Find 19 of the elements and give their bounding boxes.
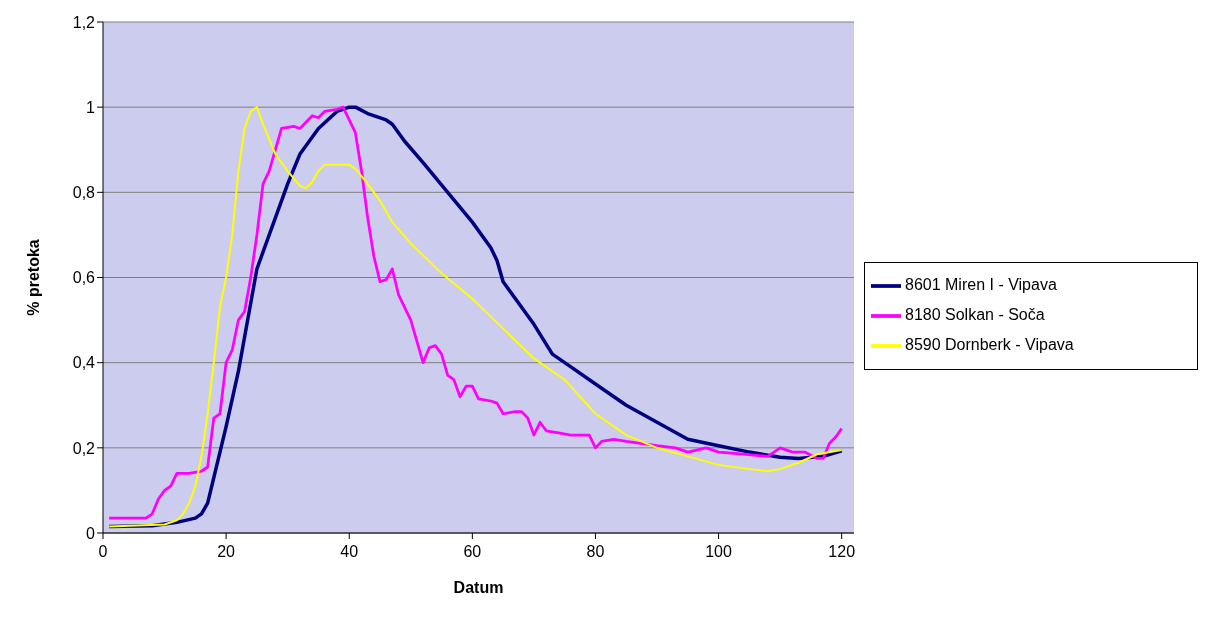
y-tick-label: 1,2	[72, 13, 96, 31]
y-tick-label: 0,8	[72, 184, 96, 202]
x-tick-label: 100	[705, 543, 733, 560]
y-tick-label: 0	[86, 524, 96, 542]
y-tick-label: 0,6	[72, 269, 96, 287]
x-tick-label: 120	[828, 543, 856, 560]
legend-label: 8590 Dornberk - Vipava	[905, 335, 1074, 353]
x-tick-label: 40	[340, 543, 359, 560]
x-axis-title: Datum	[453, 579, 504, 596]
legend-label: 8601 Miren I - Vipava	[905, 275, 1057, 293]
x-tick-label: 80	[586, 543, 605, 560]
y-tick-label: 0,4	[72, 354, 96, 372]
legend-label: 8180 Solkan - Soča	[905, 305, 1045, 323]
y-tick-label: 1	[86, 98, 96, 116]
y-tick-label: 0,2	[72, 439, 96, 457]
x-tick-label: 60	[463, 543, 482, 560]
x-tick-label: 0	[98, 543, 108, 560]
x-tick-label: 20	[217, 543, 236, 560]
y-axis-title: % pretoka	[24, 239, 42, 316]
